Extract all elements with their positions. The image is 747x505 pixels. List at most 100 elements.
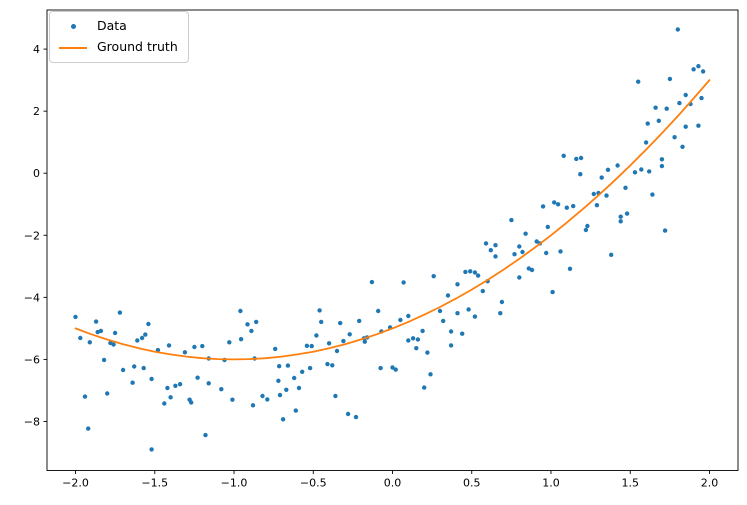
scatter-point (200, 343, 205, 349)
scatter-point (604, 193, 609, 198)
scatter-point (599, 175, 604, 180)
scatter-point (578, 155, 584, 161)
scatter-point (659, 157, 665, 162)
scatter-point (594, 203, 600, 208)
scatter-point (292, 375, 297, 381)
scatter-point (284, 387, 289, 392)
scatter-point (699, 95, 704, 101)
scatter-point (111, 342, 116, 347)
y-tick-label: −4 (24, 291, 40, 304)
y-tick-label: 0 (33, 167, 40, 180)
scatter-point (249, 328, 254, 334)
x-tick-label: 0.5 (463, 477, 481, 490)
scatter-point (675, 27, 680, 32)
scatter-point (101, 357, 107, 363)
scatter-point (468, 269, 473, 274)
scatter-point (700, 69, 706, 74)
scatter-point (189, 400, 194, 405)
scatter-point (667, 76, 673, 82)
scatter-point (357, 318, 362, 324)
scatter-point (647, 169, 652, 174)
y-tick-label: −6 (24, 353, 40, 366)
scatter-point (254, 319, 259, 325)
scatter-point (326, 341, 332, 346)
scatter-point (406, 313, 411, 319)
scatter-point (341, 338, 346, 344)
scatter-point (696, 123, 701, 128)
scatter-point (117, 310, 123, 315)
scatter-point (393, 367, 398, 372)
scatter-point (639, 167, 644, 172)
x-tick-label: −1.0 (221, 477, 248, 490)
legend-entry-data: Data (57, 17, 178, 36)
scatter-point (182, 350, 188, 355)
scatter-point (564, 205, 569, 210)
scatter-point (219, 387, 224, 392)
scatter-point (300, 369, 305, 374)
x-tick-label: 1.5 (621, 477, 639, 490)
scatter-point (615, 163, 620, 168)
scatter-point (334, 348, 340, 354)
scatter-point (165, 385, 170, 391)
scatter-point (545, 224, 550, 230)
scatter-point (319, 319, 324, 325)
scatter-point (398, 317, 403, 323)
scatter-point (333, 393, 338, 399)
x-tick-label: −2.0 (62, 477, 89, 490)
scatter-point (378, 365, 383, 371)
legend-label-ground-truth: Ground truth (97, 39, 178, 55)
scatter-point (472, 314, 478, 319)
scatter-point (73, 314, 78, 320)
scatter-point (650, 192, 655, 197)
legend-entry-ground-truth: Ground truth (57, 38, 178, 57)
scatter-point (662, 228, 668, 233)
scatter-point (448, 343, 454, 348)
scatter-point (353, 414, 359, 420)
scatter-point (139, 335, 145, 341)
scatter-point (643, 140, 649, 145)
scatter-point (168, 395, 173, 400)
scatter-marker-icon (70, 24, 76, 29)
scatter-point (362, 339, 367, 344)
scatter-point (415, 337, 421, 342)
scatter-point (406, 338, 411, 343)
y-tick-label: −8 (24, 415, 40, 428)
scatter-point (523, 231, 528, 236)
x-tick-label: −1.5 (141, 477, 168, 490)
scatter-point (376, 308, 381, 314)
scatter-point (273, 346, 278, 352)
scatter-point (441, 318, 446, 324)
scatter-point (347, 332, 352, 337)
scatter-point (120, 367, 126, 373)
scatter-point (437, 308, 443, 314)
scatter-point (314, 333, 319, 338)
scatter-point (512, 252, 517, 257)
scatter-point (555, 202, 561, 207)
scatter-point (309, 343, 314, 349)
scatter-point (691, 67, 696, 72)
scatter-point (683, 124, 688, 129)
scatter-point (260, 393, 265, 399)
scatter-point (86, 426, 91, 431)
scatter-point (475, 273, 481, 278)
scatter-point (203, 432, 208, 438)
scatter-point (345, 411, 351, 417)
scatter-point (277, 364, 282, 369)
scatter-point (578, 172, 583, 177)
scatter-point (672, 135, 677, 140)
scatter-point (431, 274, 436, 279)
scatter-point (677, 100, 682, 106)
scatter-point (466, 307, 471, 312)
scatter-point (296, 385, 302, 391)
scatter-point (550, 289, 555, 295)
scatter-point (680, 144, 685, 149)
scatter-point (414, 346, 419, 351)
axes-spines (46, 9, 739, 471)
scatter-point (330, 363, 335, 368)
scatter-point (317, 308, 322, 313)
scatter-point (645, 121, 650, 126)
scatter-point (632, 170, 638, 175)
scatter-point (146, 321, 151, 327)
